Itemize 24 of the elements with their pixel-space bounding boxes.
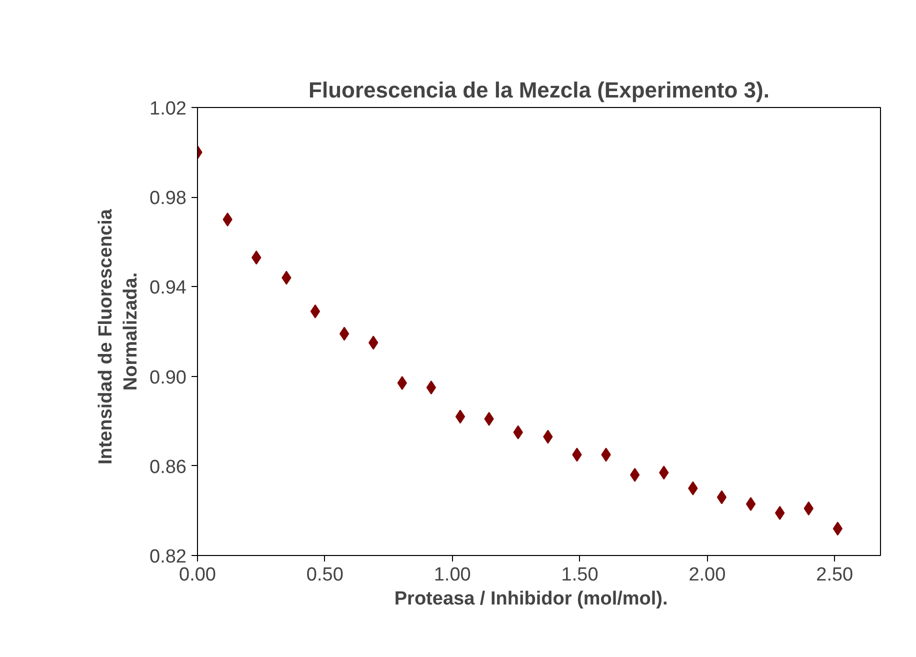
y-tick-label: 0.94 xyxy=(150,278,187,299)
point xyxy=(716,490,727,504)
point xyxy=(222,212,232,226)
x-tick-label: 0.00 xyxy=(179,564,216,586)
x-tick-label: 1.50 xyxy=(561,564,598,586)
x-tick-label: 2.00 xyxy=(688,564,726,586)
y-tick-label: 0.98 xyxy=(150,188,187,210)
point xyxy=(832,522,843,536)
x-tick-label: 1.00 xyxy=(434,564,471,586)
x-tick-label: 0.50 xyxy=(306,564,344,586)
y-axis-title: Intensidad de Fluorescencia Normalizada. xyxy=(95,208,142,465)
point xyxy=(426,380,436,394)
x-tick-label: 2.50 xyxy=(816,564,854,586)
point xyxy=(746,496,756,511)
x-axis-title: Proteasa / Inhibidor (mol/mol). xyxy=(394,588,668,610)
point xyxy=(455,410,466,424)
chart-title: Fluorescencia de la Mezcla (Experimento 3). xyxy=(308,78,770,102)
y-tick-label: 0.86 xyxy=(150,456,187,478)
y-tick-label: 0.90 xyxy=(150,367,187,388)
point xyxy=(630,468,640,482)
y-tick-label: 0.82 xyxy=(150,546,187,568)
y-tick-label: 1.02 xyxy=(150,98,187,120)
point xyxy=(310,304,320,318)
point xyxy=(339,326,350,341)
